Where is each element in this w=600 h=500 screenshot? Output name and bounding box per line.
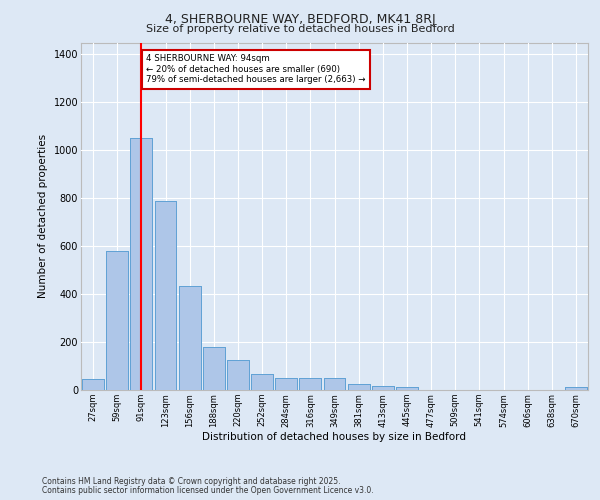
Bar (82, 379, 104, 390)
Bar (565, 387, 587, 390)
Bar (130, 138, 152, 390)
Bar (106, 251, 128, 390)
Bar (348, 384, 370, 390)
Bar (203, 347, 224, 390)
Bar (155, 200, 176, 390)
X-axis label: Distribution of detached houses by size in Bedford: Distribution of detached houses by size … (203, 432, 467, 442)
Bar (323, 378, 346, 390)
Bar (227, 360, 249, 390)
Bar (275, 378, 297, 390)
Bar (565, 387, 587, 390)
Bar (155, 200, 176, 390)
Bar (179, 286, 200, 390)
Bar (275, 378, 297, 390)
Bar (82, 379, 104, 390)
Bar (372, 386, 394, 390)
Bar (130, 138, 152, 390)
Text: Contains public sector information licensed under the Open Government Licence v3: Contains public sector information licen… (42, 486, 374, 495)
Bar (299, 378, 321, 390)
Bar (251, 374, 273, 390)
Bar (396, 387, 418, 390)
Bar (203, 347, 224, 390)
Bar (323, 378, 346, 390)
Text: Contains HM Land Registry data © Crown copyright and database right 2025.: Contains HM Land Registry data © Crown c… (42, 477, 341, 486)
Bar (179, 286, 200, 390)
Y-axis label: Number of detached properties: Number of detached properties (38, 134, 48, 298)
Bar (372, 386, 394, 390)
Bar (251, 374, 273, 390)
Bar (227, 360, 249, 390)
Text: Size of property relative to detached houses in Bedford: Size of property relative to detached ho… (146, 24, 454, 34)
Bar (106, 251, 128, 390)
Bar (299, 378, 321, 390)
Bar (348, 384, 370, 390)
Text: 4 SHERBOURNE WAY: 94sqm
← 20% of detached houses are smaller (690)
79% of semi-d: 4 SHERBOURNE WAY: 94sqm ← 20% of detache… (146, 54, 365, 84)
Bar (396, 387, 418, 390)
Text: 4, SHERBOURNE WAY, BEDFORD, MK41 8RJ: 4, SHERBOURNE WAY, BEDFORD, MK41 8RJ (164, 12, 436, 26)
